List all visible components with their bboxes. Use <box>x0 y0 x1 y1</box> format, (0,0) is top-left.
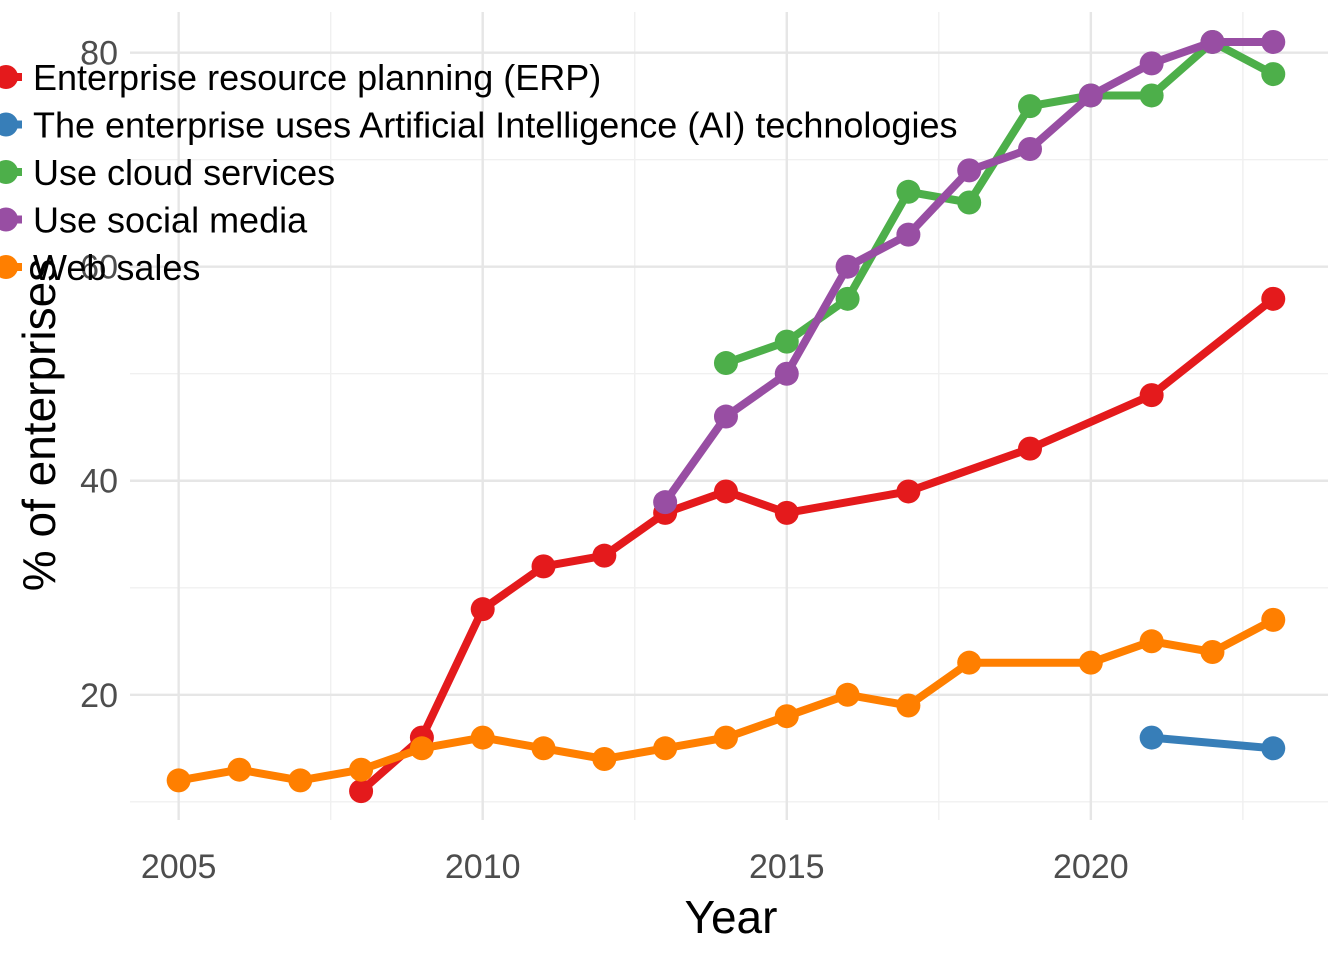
legend-key-point <box>0 255 18 279</box>
y-tick-label: 60 <box>80 249 118 287</box>
x-tick-label: 2015 <box>749 848 825 886</box>
data-point <box>896 222 921 247</box>
data-point <box>1261 62 1286 87</box>
legend-key-point <box>0 207 18 232</box>
data-point <box>1261 607 1286 632</box>
data-point <box>1018 436 1043 461</box>
legend-label: Use social media <box>33 200 308 241</box>
y-tick-label: 40 <box>80 463 118 501</box>
data-point <box>774 361 799 386</box>
series-2 <box>713 29 1286 376</box>
data-point <box>835 286 860 311</box>
legend: Enterprise resource planning (ERP) The en… <box>0 57 957 288</box>
data-point <box>288 768 313 793</box>
data-point <box>653 736 678 761</box>
data-point <box>653 490 678 515</box>
data-point <box>531 736 556 761</box>
data-point <box>957 650 982 675</box>
data-point <box>349 779 374 804</box>
series-line <box>174 615 1278 785</box>
y-tick-label: 20 <box>80 677 118 715</box>
data-point <box>835 254 860 279</box>
data-point <box>531 554 556 579</box>
data-point <box>774 704 799 729</box>
data-point <box>592 543 617 568</box>
data-point <box>1139 725 1164 750</box>
data-point <box>1200 29 1225 54</box>
series-line <box>1147 733 1278 753</box>
data-point <box>409 736 434 761</box>
data-point <box>1078 650 1103 675</box>
data-point <box>957 158 982 183</box>
data-point <box>774 500 799 525</box>
data-point <box>713 351 738 376</box>
data-point <box>166 768 191 793</box>
data-point <box>1078 83 1103 108</box>
legend-label: The enterprise uses Artificial Intellige… <box>33 105 957 146</box>
data-point <box>470 597 495 622</box>
y-tick-label: 80 <box>80 35 118 73</box>
series-1 <box>1139 725 1286 761</box>
data-point <box>713 725 738 750</box>
data-point <box>1261 736 1286 761</box>
data-point <box>227 757 252 782</box>
data-point <box>470 725 495 750</box>
series-layer <box>166 29 1286 804</box>
data-point <box>896 179 921 204</box>
series-line <box>722 38 1278 367</box>
series-4 <box>166 607 1286 793</box>
data-point <box>1261 286 1286 311</box>
y-axis-title: % of enterprises <box>13 259 65 591</box>
legend-item: Web sales <box>0 247 200 288</box>
data-point <box>713 479 738 504</box>
data-point <box>349 757 374 782</box>
legend-label: Use cloud services <box>33 152 335 193</box>
data-point <box>1018 136 1043 161</box>
legend-key-point <box>0 65 18 89</box>
data-point <box>1018 94 1043 119</box>
series-3 <box>653 29 1286 515</box>
series-line <box>357 294 1278 796</box>
x-tick-label: 2005 <box>141 848 217 886</box>
legend-label: Web sales <box>33 247 200 288</box>
legend-item: Use social media <box>0 200 308 241</box>
data-point <box>1139 383 1164 408</box>
data-point <box>957 190 982 215</box>
legend-label: Enterprise resource planning (ERP) <box>33 57 601 98</box>
data-point <box>1139 83 1164 108</box>
data-point <box>592 746 617 771</box>
legend-item: The enterprise uses Artificial Intellige… <box>0 105 957 146</box>
x-axis-title: Year <box>685 891 778 943</box>
legend-item: Use cloud services <box>0 152 335 193</box>
data-point <box>1200 639 1225 664</box>
data-point <box>896 693 921 718</box>
data-point <box>835 682 860 707</box>
x-tick-label: 2010 <box>445 848 521 886</box>
data-point <box>774 329 799 354</box>
data-point <box>713 404 738 429</box>
data-point <box>896 479 921 504</box>
legend-key-point <box>0 112 18 137</box>
legend-item: Enterprise resource planning (ERP) <box>0 57 601 98</box>
data-point <box>1261 29 1286 54</box>
x-tick-label: 2020 <box>1053 848 1129 886</box>
data-point <box>1139 629 1164 654</box>
data-point <box>1139 51 1164 76</box>
series-0 <box>349 286 1286 804</box>
legend-key-point <box>0 160 18 184</box>
